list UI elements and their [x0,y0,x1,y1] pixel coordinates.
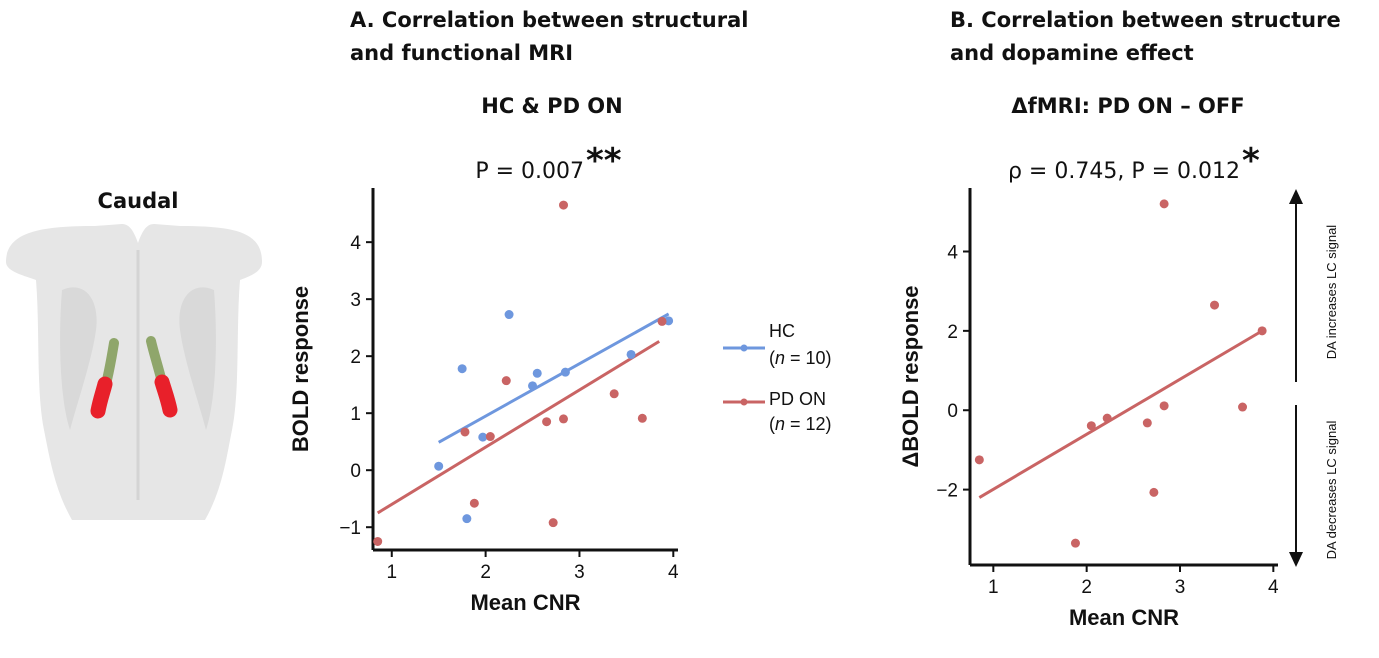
panel-a-axes: 1 2 3 4 −1 0 1 2 3 4 Mean CNR BOLD response [288,188,679,615]
panel-b-heading-line1: B. Correlation between structure [950,8,1341,32]
data-point-0 [457,364,467,374]
data-point-1 [501,376,511,386]
up-arrow-label: DA increases LC signal [1324,225,1339,360]
data-point-1 [460,427,470,437]
y-axis-label: ΔBOLD response [898,285,923,467]
data-point-0 [1102,413,1112,423]
x-tick-label: 2 [1081,577,1092,598]
legend-pd-marker [740,398,748,406]
data-point-1 [469,498,479,508]
panel-a-subtitle: HC & PD ON [481,94,622,118]
data-point-1 [559,414,569,424]
data-point-0 [528,381,538,391]
brain-illustration: Caudal [6,189,262,520]
up-arrow-head [1289,189,1303,204]
panel-b-stat: ρ = 0.745, P = 0.012 [1008,159,1240,184]
left-locus-coeruleus [90,376,113,419]
panel-a: A. Correlation between structural and fu… [288,8,832,615]
data-point-1 [637,413,647,423]
x-tick-label: 4 [1268,577,1279,598]
x-tick-label: 3 [574,562,585,583]
x-axis-label: Mean CNR [1069,605,1179,630]
data-point-0 [1149,487,1159,497]
data-point-0 [1159,199,1169,209]
y-tick-label: 4 [947,242,958,263]
down-arrow-label: DA decreases LC signal [1324,421,1339,560]
y-tick-label: −2 [936,481,958,502]
panel-b: B. Correlation between structure and dop… [898,8,1341,630]
panel-a-significance-stars: ** [586,141,622,181]
x-tick-label: 1 [988,577,999,598]
data-point-0 [1070,538,1080,548]
data-point-0 [1142,418,1152,428]
legend-pd-n: (n = 12) [769,414,832,434]
fit-line-0 [978,329,1263,499]
data-point-1 [559,200,569,210]
data-point-0 [462,514,472,524]
panel-b-heading-line2: and dopamine effect [950,41,1194,65]
data-point-1 [542,417,552,427]
data-point-0 [478,432,488,442]
y-tick-label: 0 [947,401,958,422]
brain-label: Caudal [98,189,179,213]
x-tick-label: 1 [386,562,397,583]
legend-hc-n: (n = 10) [769,348,832,368]
panel-a-legend: HC (n = 10) PD ON (n = 12) [723,321,832,434]
data-point-1 [548,518,558,528]
y-tick-label: 0 [350,461,361,482]
data-point-1 [657,316,667,326]
data-point-0 [1086,421,1096,431]
y-tick-label: 3 [350,290,361,311]
direction-arrows: DA increases LC signal DA decreases LC s… [1289,189,1339,567]
panel-a-stat: P = 0.007 [475,159,584,184]
data-point-0 [532,368,542,378]
data-point-0 [664,316,674,326]
data-point-0 [974,455,984,465]
brainstem-shape [6,224,262,520]
data-point-0 [626,349,636,359]
fit-line-0 [437,312,670,444]
panel-b-significance-star: * [1242,141,1260,181]
panel-a-heading-line1: A. Correlation between structural [350,8,749,32]
x-tick-label: 4 [668,562,679,583]
data-point-1 [373,536,383,546]
legend-hc-marker [740,344,748,352]
y-axis-label: BOLD response [288,286,313,452]
legend-pd-label: PD ON [769,389,826,409]
data-point-0 [1238,402,1248,412]
data-point-1 [609,389,619,399]
brainstem-shading-right [179,287,216,430]
data-point-0 [504,310,514,320]
panel-a-heading-line2: and functional MRI [350,41,573,65]
y-tick-label: 2 [350,347,361,368]
y-tick-label: 2 [947,322,958,343]
y-tick-label: 4 [350,233,361,254]
data-point-0 [1159,401,1169,411]
x-axis-label: Mean CNR [470,590,580,615]
panel-b-subtitle: ΔfMRI: PD ON – OFF [1011,94,1244,118]
data-point-0 [1257,326,1267,336]
x-tick-label: 2 [480,562,491,583]
data-point-1 [485,432,495,442]
panel-b-axes: 1 2 3 4 −2 0 2 4 Mean CNR ΔBOLD response [898,188,1279,630]
y-tick-label: −1 [339,518,361,539]
right-locus-coeruleus [154,374,178,418]
y-tick-label: 1 [350,404,361,425]
down-arrow-head [1289,552,1303,567]
data-point-0 [434,461,444,471]
fit-line-1 [376,340,661,515]
brainstem-shading-left [60,287,97,430]
data-point-0 [1210,300,1220,310]
data-point-0 [560,367,570,377]
legend-hc-label: HC [769,321,795,341]
x-tick-label: 3 [1175,577,1186,598]
